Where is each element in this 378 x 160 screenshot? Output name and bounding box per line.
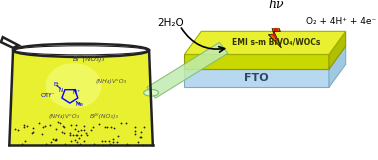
Text: O₂ + 4H⁺ + 4e⁻: O₂ + 4H⁺ + 4e⁻ [306, 17, 376, 26]
Text: Biᴵᴵᴵ(NO₃)₃: Biᴵᴵᴵ(NO₃)₃ [72, 55, 105, 62]
Polygon shape [268, 18, 281, 48]
Text: Me: Me [75, 102, 83, 107]
Polygon shape [147, 42, 228, 98]
Ellipse shape [14, 44, 148, 56]
Ellipse shape [15, 46, 147, 55]
Text: OTf⁻: OTf⁻ [40, 93, 55, 98]
Text: Biᴵᴵᴵ(NO₃)₃: Biᴵᴵᴵ(NO₃)₃ [90, 113, 119, 119]
Polygon shape [329, 46, 345, 87]
Polygon shape [329, 31, 345, 69]
Text: (NH₄)VᵛO₃: (NH₄)VᵛO₃ [95, 79, 126, 84]
Polygon shape [184, 54, 329, 69]
Ellipse shape [16, 46, 146, 54]
Text: Et: Et [53, 82, 59, 88]
Text: N$^+$: N$^+$ [73, 88, 82, 97]
Ellipse shape [144, 89, 158, 96]
Polygon shape [184, 46, 345, 69]
Polygon shape [184, 69, 329, 87]
Polygon shape [271, 21, 279, 42]
Text: (NH₄)VᵛO₃: (NH₄)VᵛO₃ [48, 114, 80, 119]
Text: 2H₂O: 2H₂O [157, 18, 184, 28]
Ellipse shape [13, 44, 149, 57]
Polygon shape [10, 50, 152, 145]
Text: N: N [59, 88, 63, 93]
Text: EMI s-m BiVO₄/WOCs: EMI s-m BiVO₄/WOCs [232, 37, 320, 46]
Polygon shape [184, 31, 345, 54]
Ellipse shape [46, 63, 102, 108]
Text: FTO: FTO [244, 73, 269, 83]
Polygon shape [1, 37, 19, 48]
Text: hν: hν [268, 0, 284, 12]
